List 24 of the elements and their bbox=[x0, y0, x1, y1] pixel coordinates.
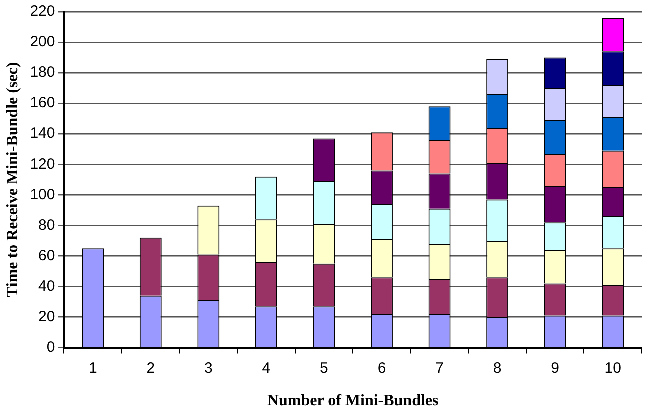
x-tick-label: 9 bbox=[551, 360, 560, 377]
x-tick-label: 5 bbox=[320, 360, 328, 377]
y-tick-label: 180 bbox=[30, 64, 56, 82]
y-tick-label: 120 bbox=[30, 156, 56, 173]
y-tick-label: 140 bbox=[30, 125, 56, 142]
x-tick-label: 7 bbox=[436, 360, 444, 377]
x-tick-label: 1 bbox=[88, 360, 98, 377]
x-tick-label: 3 bbox=[204, 360, 213, 377]
x-tick-label: 2 bbox=[146, 360, 156, 377]
y-axis-title: Time to Receive Mini-Bundle (sec) bbox=[4, 62, 22, 298]
y-tick-label: 60 bbox=[38, 247, 56, 264]
y-tick-label: 200 bbox=[30, 34, 56, 51]
y-tick-label: 80 bbox=[38, 216, 56, 234]
x-tick-label: 8 bbox=[493, 360, 502, 377]
y-tick-label: 20 bbox=[38, 308, 56, 326]
x-tick-label: 6 bbox=[378, 360, 386, 377]
y-tick-label: 0 bbox=[46, 338, 56, 356]
x-tick-label: 4 bbox=[262, 360, 271, 377]
y-tick-label: 100 bbox=[30, 186, 56, 204]
y-tick-label: 40 bbox=[38, 278, 56, 295]
x-tick-label: 10 bbox=[604, 360, 622, 377]
x-axis-title: Number of Mini-Bundles bbox=[267, 392, 439, 410]
y-tick-label: 160 bbox=[30, 94, 56, 112]
y-tick-label: 220 bbox=[30, 3, 56, 20]
